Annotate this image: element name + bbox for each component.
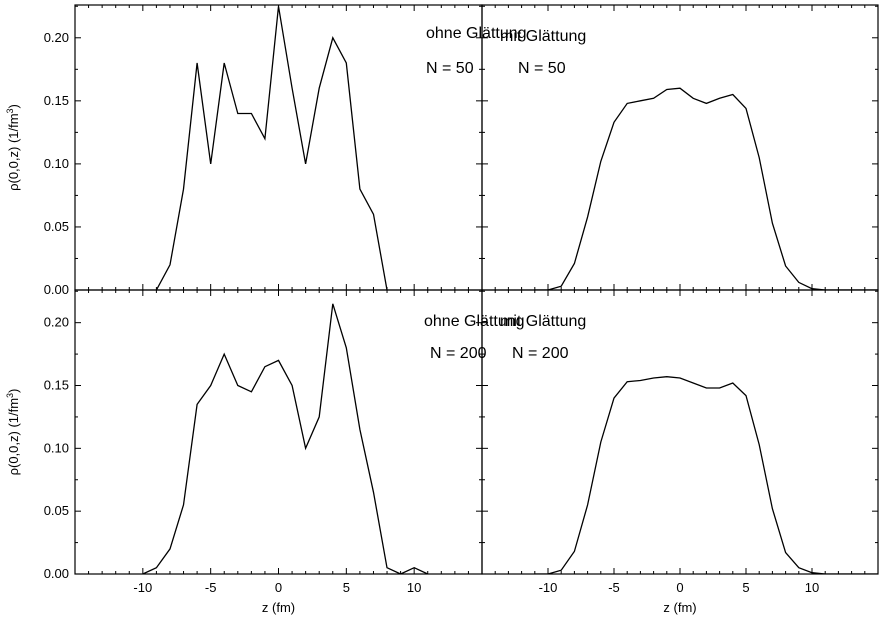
y-axis-label-close: ): [6, 104, 21, 108]
y-tick-label: 0.15: [44, 378, 69, 393]
plot-frame: [481, 4, 879, 291]
smoothing-annotation: ohne Glättung: [426, 25, 527, 42]
panel-top-left: [74, 4, 483, 291]
n-annotation: N = 200: [430, 345, 487, 362]
n-annotation: N = 50: [518, 60, 566, 77]
y-tick-label: 0.00: [44, 282, 69, 297]
y-tick-label: 0.05: [44, 503, 69, 518]
x-tick-label: 10: [805, 580, 819, 595]
smoothing-annotation: mit Glättung: [500, 28, 586, 45]
y-tick-label: 0.20: [44, 315, 69, 330]
x-axis-label: z (fm): [262, 600, 295, 615]
y-axis-label: ρ(0,0,z) (1/fm3): [5, 389, 21, 476]
x-tick-label: -10: [539, 580, 558, 595]
series-line: [534, 376, 878, 574]
x-tick-label: -10: [133, 580, 152, 595]
y-axis-label-superscript: 3: [5, 108, 15, 113]
plot-frame: [481, 289, 879, 575]
y-axis-label-superscript: 3: [5, 393, 15, 398]
panel-bottom-right: [481, 289, 879, 575]
panel-top-right: [481, 4, 879, 291]
y-axis-label: ρ(0,0,z) (1/fm3): [5, 104, 21, 191]
y-tick-label: 0.10: [44, 440, 69, 455]
series-line: [155, 6, 388, 290]
x-tick-label: 5: [343, 580, 350, 595]
x-tick-label: 0: [275, 580, 282, 595]
x-tick-label: -5: [205, 580, 217, 595]
y-tick-label: 0.10: [44, 156, 69, 171]
x-axis-label: z (fm): [663, 600, 696, 615]
x-tick-label: 0: [676, 580, 683, 595]
y-axis-label-close: ): [6, 389, 21, 393]
y-tick-label: 0.05: [44, 219, 69, 234]
plot-frame: [74, 4, 483, 291]
y-tick-label: 0.00: [44, 566, 69, 581]
plot-frame: [74, 289, 483, 575]
y-tick-label: 0.15: [44, 93, 69, 108]
x-tick-label: -5: [608, 580, 620, 595]
series-line: [142, 303, 428, 574]
y-tick-label: 0.20: [44, 30, 69, 45]
series-line: [534, 87, 878, 290]
x-tick-label: 10: [407, 580, 421, 595]
smoothing-annotation: mit Glättung: [500, 313, 586, 330]
x-tick-label: 5: [742, 580, 749, 595]
smoothing-annotation: ohne Glättung: [424, 313, 525, 330]
n-annotation: N = 50: [426, 60, 474, 77]
n-annotation: N = 200: [512, 345, 569, 362]
panel-bottom-left: [74, 289, 483, 575]
